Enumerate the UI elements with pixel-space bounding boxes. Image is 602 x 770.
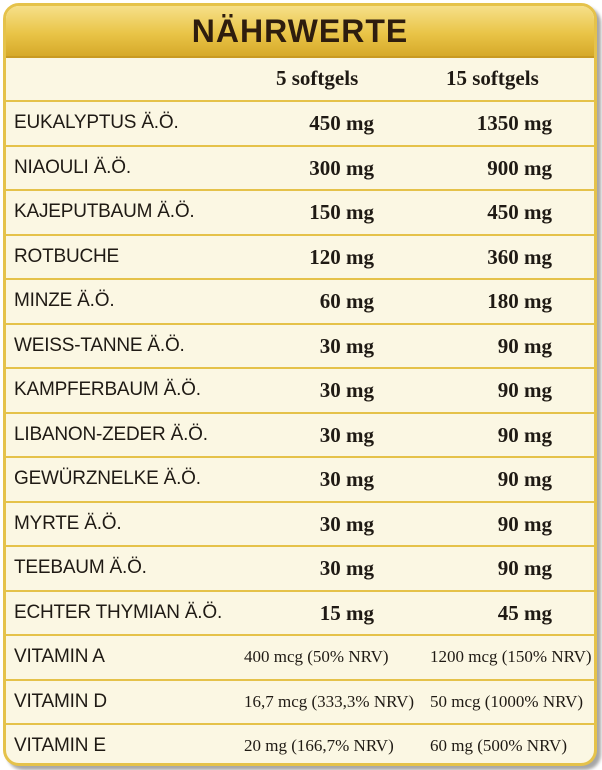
amount-5: 30 mg [319, 511, 374, 536]
amount-15: 90 mg [497, 422, 552, 447]
amount-5: 150 mg [309, 200, 374, 224]
nutrition-table: NÄHRWERTE 5 softgels 15 softgels EUKALYP… [3, 3, 597, 766]
table-row: ECHTER THYMIAN Ä.Ö. 15 mg 45 mg [6, 592, 594, 636]
table-row: KAJEPUTBAUM Ä.Ö. 150 mg 450 mg [6, 191, 594, 236]
table-row: WEISS-TANNE Ä.Ö. 30 mg 90 mg [6, 325, 594, 369]
table-row: KAMPFERBAUM Ä.Ö. 30 mg 90 mg [6, 369, 594, 414]
amount-15: 45 mg [497, 600, 552, 625]
vitamin-name: VITAMIN A [14, 646, 105, 667]
ingredient-name: ROTBUCHE [14, 245, 120, 267]
table-row: NIAOULI Ä.Ö. 300 mg 900 mg [6, 147, 594, 191]
vitamin-amount-15: 50 mcg (1000% NRV) [430, 691, 584, 711]
amount-15: 900 mg [487, 155, 552, 180]
ingredient-name: KAJEPUTBAUM Ä.Ö. [14, 201, 195, 222]
column-header-15-softgels: 15 softgels [446, 66, 539, 90]
ingredient-name: MINZE Ä.Ö. [14, 290, 115, 311]
table-row: GEWÜRZNELKE Ä.Ö. 30 mg 90 mg [6, 458, 594, 503]
column-header-5-softgels: 5 softgels [276, 66, 359, 90]
ingredient-name: WEISS-TANNE Ä.Ö. [14, 334, 185, 356]
amount-15: 90 mg [497, 378, 552, 402]
table-row: MYRTE Ä.Ö. 30 mg 90 mg [6, 503, 594, 547]
vitamin-amount-5: 400 mcg (50% NRV) [244, 647, 389, 666]
amount-5: 30 mg [319, 556, 374, 580]
table-body: EUKALYPTUS Ä.Ö. 450 mg 1350 mg NIAOULI Ä.Ö… [6, 102, 594, 763]
amount-15: 90 mg [497, 556, 552, 580]
table-row: EUKALYPTUS Ä.Ö. 450 mg 1350 mg [6, 102, 594, 147]
amount-5: 30 mg [319, 378, 374, 402]
amount-5: 30 mg [319, 333, 374, 358]
amount-15: 1350 mg [476, 111, 552, 135]
vitamin-row: VITAMIN A 400 mcg (50% NRV) 1200 mcg (150%… [6, 636, 594, 681]
amount-5: 30 mg [319, 422, 374, 447]
table-row: TEEBAUM Ä.Ö. 30 mg 90 mg [6, 547, 594, 592]
ingredient-name: MYRTE Ä.Ö. [14, 512, 122, 534]
ingredient-name: TEEBAUM Ä.Ö. [14, 557, 147, 578]
vitamin-amount-5: 20 mg (166,7% NRV) [244, 736, 394, 755]
table-title: NÄHRWERTE [191, 13, 409, 49]
amount-5: 60 mg [319, 289, 374, 313]
vitamin-name: VITAMIN E [14, 735, 106, 756]
vitamin-row: VITAMIN E 20 mg (166,7% NRV) 60 mg (500% N… [6, 725, 594, 763]
ingredient-name: NIAOULI Ä.Ö. [14, 156, 131, 178]
vitamin-name: VITAMIN D [14, 690, 107, 712]
amount-5: 450 mg [309, 111, 374, 135]
vitamin-amount-15: 1200 mcg (150% NRV) [430, 647, 592, 666]
amount-5: 300 mg [309, 155, 374, 180]
amount-5: 30 mg [319, 467, 374, 491]
amount-5: 120 mg [309, 244, 374, 269]
vitamin-amount-15: 60 mg (500% NRV) [430, 736, 567, 755]
vitamin-row: VITAMIN D 16,7 mcg (333,3% NRV) 50 mcg (10… [6, 681, 594, 725]
amount-5: 15 mg [319, 600, 374, 625]
ingredient-name: ECHTER THYMIAN Ä.Ö. [14, 601, 223, 623]
title-bar: NÄHRWERTE [6, 6, 594, 58]
table-row: MINZE Ä.Ö. 60 mg 180 mg [6, 280, 594, 325]
table-row: LIBANON-ZEDER Ä.Ö. 30 mg 90 mg [6, 414, 594, 458]
amount-15: 90 mg [497, 467, 552, 491]
column-header-row: 5 softgels 15 softgels [6, 58, 594, 102]
ingredient-name: KAMPFERBAUM Ä.Ö. [14, 379, 201, 400]
amount-15: 90 mg [497, 333, 552, 358]
amount-15: 180 mg [487, 289, 552, 313]
ingredient-name: GEWÜRZNELKE Ä.Ö. [14, 468, 201, 489]
amount-15: 90 mg [497, 511, 552, 536]
ingredient-name: LIBANON-ZEDER Ä.Ö. [14, 423, 208, 445]
ingredient-name: EUKALYPTUS Ä.Ö. [14, 112, 179, 133]
table-row: ROTBUCHE 120 mg 360 mg [6, 236, 594, 280]
vitamin-amount-5: 16,7 mcg (333,3% NRV) [244, 691, 415, 711]
amount-15: 450 mg [487, 200, 552, 224]
amount-15: 360 mg [487, 244, 552, 269]
